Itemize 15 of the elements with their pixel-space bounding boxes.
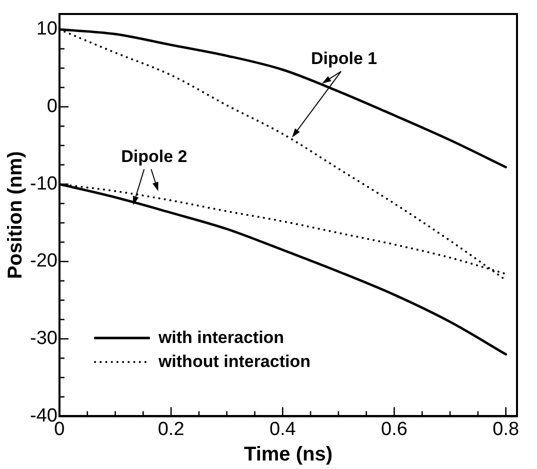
y-tick-label: -20 (30, 250, 58, 272)
x-tick-label: 0.4 (269, 418, 296, 440)
legend-label: with interaction (158, 328, 284, 348)
y-tick-label: -30 (30, 328, 58, 350)
x-axis-title: Time (ns) (244, 444, 333, 466)
x-tick-label: 0.8 (492, 418, 520, 440)
y-tick-label: -10 (30, 173, 58, 194)
y-tick-label: 0 (46, 96, 58, 118)
annotation: Dipole 1 (310, 49, 378, 68)
y-axis-title: Position (nm) (4, 151, 27, 279)
x-tick-label: 0.6 (381, 418, 408, 440)
legend-label: without interaction (158, 352, 310, 372)
y-tick-label: 10 (36, 18, 58, 40)
annotation: Dipole 2 (121, 146, 188, 166)
x-tick-label: 0.2 (158, 418, 184, 440)
